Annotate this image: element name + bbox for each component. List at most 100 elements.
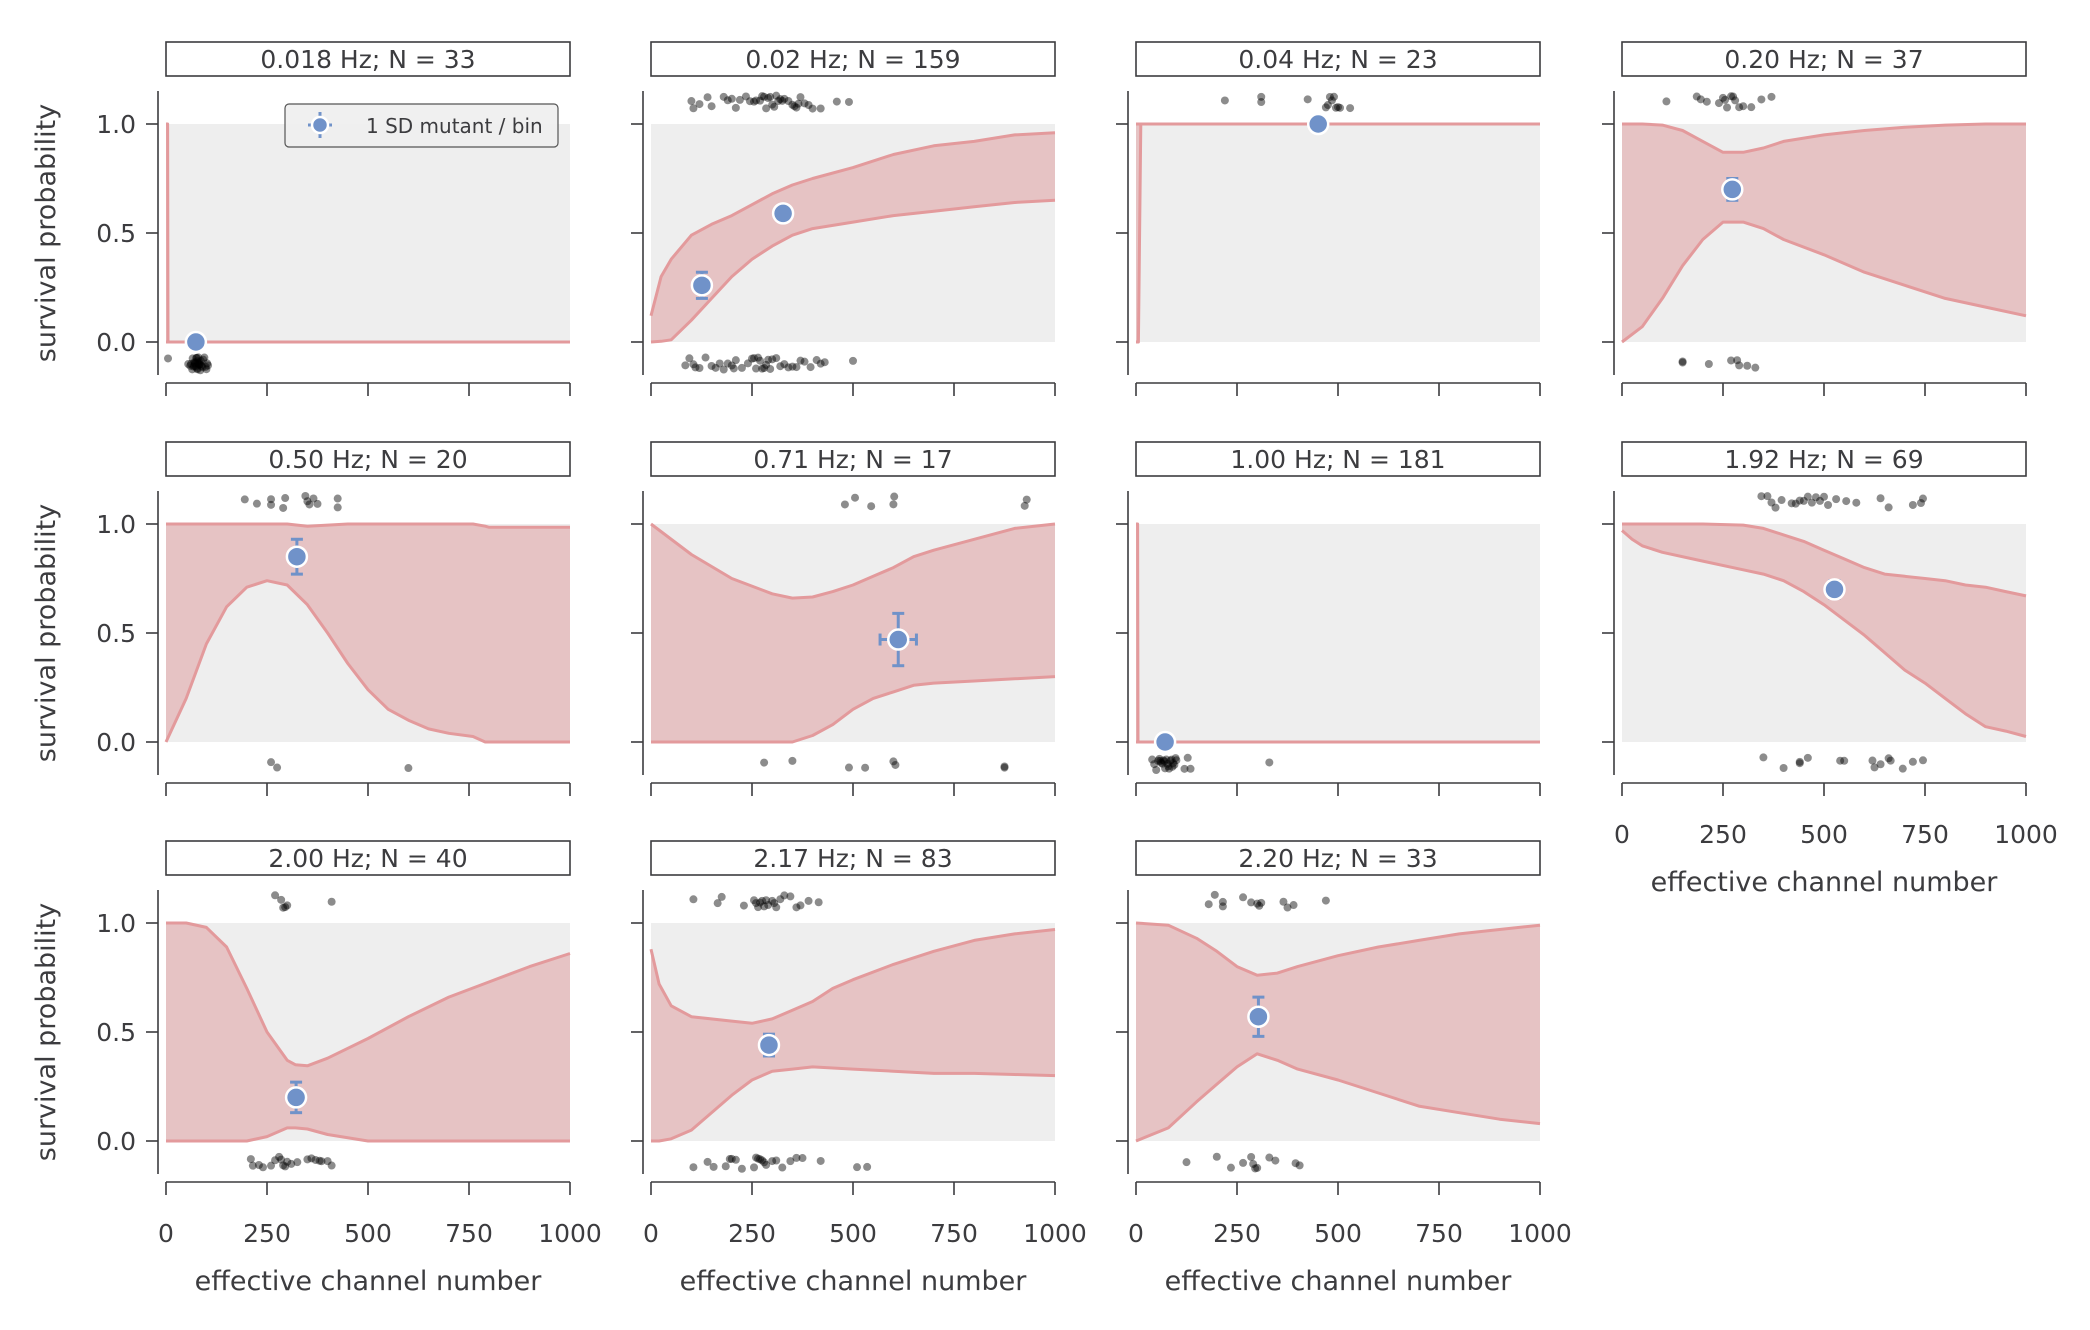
died-observation: [191, 358, 200, 367]
y-axis-label: survival probability: [31, 504, 62, 762]
survived-observation: [780, 891, 789, 900]
died-observation: [1170, 760, 1179, 769]
survived-observation: [800, 99, 809, 108]
died-observation: [737, 363, 746, 372]
died-observation: [1836, 756, 1845, 765]
died-observation: [758, 364, 767, 373]
died-observation: [258, 1163, 267, 1172]
survived-observation: [780, 94, 789, 103]
survived-observation: [1908, 500, 1917, 509]
survived-observation: [689, 895, 698, 904]
survived-observation: [1727, 92, 1736, 101]
died-observation: [404, 764, 413, 773]
x-axis-label: effective channel number: [1165, 1266, 1513, 1297]
survived-observation: [1820, 492, 1828, 501]
died-observation: [191, 362, 200, 371]
survived-observation: [772, 903, 781, 912]
model-band: [1622, 524, 2026, 737]
died-observation: [186, 361, 195, 370]
survived-observation: [1916, 499, 1925, 508]
died-observation: [254, 1161, 263, 1170]
died-observation: [1155, 754, 1164, 763]
survived-observation: [745, 97, 754, 106]
died-observation: [816, 359, 825, 368]
survived-observation: [816, 104, 825, 113]
died-observation: [1212, 1152, 1221, 1161]
survived-observation: [1702, 97, 1711, 106]
band-upper-line: [1622, 122, 2026, 154]
survived-observation: [1714, 99, 1723, 108]
died-observation: [792, 363, 801, 372]
survived-observation: [327, 897, 336, 906]
died-observation: [1183, 753, 1192, 762]
survived-observation: [804, 100, 813, 109]
died-observation: [776, 362, 785, 371]
x-tick-label: 1000: [538, 1219, 602, 1248]
survived-observation: [1767, 92, 1776, 101]
panel-title: 2.17 Hz; N = 83: [753, 844, 952, 873]
mutant-bin-point: [1153, 730, 1177, 754]
died-observation: [816, 1156, 825, 1165]
y-tick-label: 0.0: [96, 1127, 136, 1156]
died-observation: [1840, 756, 1849, 765]
survived-observation: [867, 502, 876, 511]
survived-observation: [1767, 498, 1776, 507]
survived-observation: [766, 92, 775, 101]
died-observation: [721, 1162, 730, 1171]
survived-observation: [1336, 103, 1345, 112]
band-lower-line: [650, 198, 1056, 344]
died-observation: [1162, 755, 1171, 764]
survived-observation: [1842, 497, 1851, 506]
panel-title: 2.20 Hz; N = 33: [1238, 844, 1437, 873]
died-observation: [1759, 753, 1768, 762]
died-observation: [193, 364, 202, 373]
y-tick-label: 1.0: [96, 110, 136, 139]
died-observation: [1172, 756, 1181, 765]
panel-3: 0.04 Hz; N = 23: [1116, 41, 1541, 396]
y-tick-label: 1.0: [96, 510, 136, 539]
mutant-bin-point: [690, 274, 714, 297]
panel-title-box: [1135, 41, 1541, 77]
survived-observation: [776, 895, 785, 904]
survived-observation: [758, 896, 767, 905]
x-tick-label: 0: [158, 1219, 174, 1248]
survived-observation: [1257, 898, 1266, 907]
survived-observation: [1210, 890, 1219, 899]
band-upper-line: [649, 928, 1056, 1025]
survived-observation: [1327, 96, 1336, 105]
died-observation: [197, 361, 206, 370]
mutant-bin-point: [285, 545, 309, 568]
x-tick-label: 500: [1314, 1219, 1362, 1248]
panel-title: 0.71 Hz; N = 17: [753, 445, 952, 474]
survived-observation: [305, 500, 314, 509]
died-observation: [737, 1164, 746, 1173]
died-observation: [820, 358, 829, 367]
survived-observation: [764, 94, 773, 103]
survived-observation: [814, 898, 823, 907]
died-observation: [760, 364, 769, 373]
died-observation: [1295, 1161, 1304, 1170]
died-observation: [711, 363, 720, 372]
died-observation: [1000, 762, 1009, 771]
x-axis-label: effective channel number: [1651, 867, 1999, 898]
died-observation: [200, 353, 209, 362]
died-observation: [1000, 763, 1009, 772]
died-observation: [707, 361, 716, 370]
band-lower-line: [1621, 220, 2027, 344]
died-observation: [1152, 765, 1161, 774]
survived-observation: [1811, 493, 1820, 502]
survived-observation: [1329, 92, 1338, 101]
x-tick-label: 750: [445, 1219, 493, 1248]
panel-2: 0.02 Hz; N = 159: [631, 41, 1056, 396]
panel-title-box: [650, 41, 1056, 77]
mutant-bin-point: [771, 202, 795, 225]
survived-observation: [786, 892, 795, 901]
band-upper-line: [649, 131, 1056, 317]
died-observation: [889, 757, 898, 766]
survived-observation: [283, 901, 292, 910]
died-observation: [1733, 356, 1742, 365]
died-observation: [788, 756, 797, 765]
survived-observation: [1763, 492, 1772, 501]
model-band: [166, 524, 570, 742]
x-tick-label: 1000: [1994, 820, 2058, 849]
